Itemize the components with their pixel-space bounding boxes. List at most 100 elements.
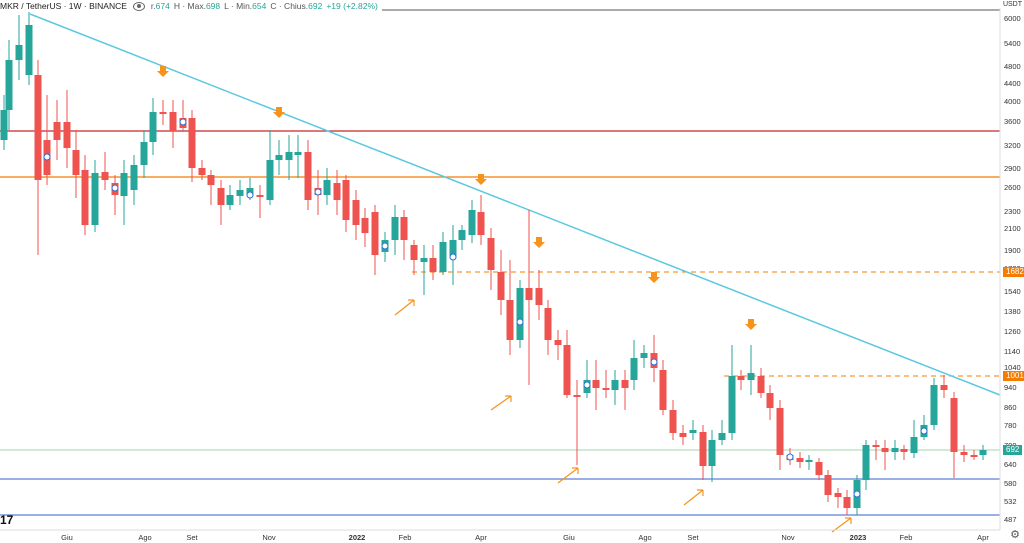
candle-body	[843, 497, 851, 508]
eye-icon[interactable]	[132, 1, 145, 11]
signal-dot	[583, 381, 591, 389]
candle-body	[53, 122, 61, 140]
up-arrow-head	[845, 517, 852, 524]
signal-dot	[920, 427, 928, 435]
candle-body	[757, 376, 765, 393]
candle-body	[188, 118, 196, 168]
candle-body	[640, 353, 648, 358]
candle-body	[34, 75, 42, 180]
dashed-level-label-bottom: 1001	[1003, 371, 1024, 381]
gear-icon[interactable]: ⚙	[1010, 529, 1020, 541]
down-arrow-marker	[533, 237, 545, 248]
price-tick-label: 780	[1004, 421, 1017, 430]
time-tick-label: Giu	[61, 533, 73, 542]
candle-body	[554, 340, 562, 345]
candle-body	[766, 393, 774, 408]
candle-body	[91, 173, 99, 225]
price-tick-label: 3200	[1004, 141, 1021, 150]
price-tick-label: 3600	[1004, 117, 1021, 126]
dashed-level-label-top: 1682	[1003, 267, 1024, 277]
change-value: +19 (+2.82%)	[326, 1, 378, 11]
candle-body	[737, 376, 745, 380]
time-tick-label: Ago	[138, 533, 151, 542]
candle-body	[834, 493, 842, 497]
candle-body	[342, 180, 350, 220]
signal-dot	[179, 118, 187, 126]
price-tick-label: 6000	[1004, 14, 1021, 23]
candle-body	[910, 437, 918, 453]
candle-body	[275, 155, 283, 160]
candle-body	[15, 45, 23, 60]
candle-body	[449, 240, 457, 258]
candle-body	[63, 122, 71, 148]
high-value: 698	[205, 1, 221, 11]
time-tick-label: Set	[687, 533, 699, 542]
candle-body	[458, 230, 466, 240]
price-tick-label: 532	[1004, 497, 1017, 506]
candle-body	[140, 142, 148, 165]
candle-body	[207, 175, 215, 185]
candle-body	[236, 190, 244, 196]
candle-body	[718, 433, 726, 440]
close-label: C · Chius.	[270, 1, 309, 11]
candle-body	[429, 258, 437, 272]
high-label: H · Max.	[173, 1, 206, 11]
up-arrow-marker	[683, 489, 704, 506]
candle-body	[776, 408, 784, 455]
price-tick-label: 5400	[1004, 39, 1021, 48]
candle-body	[592, 380, 600, 388]
candle-body	[815, 462, 823, 475]
candle-body	[525, 288, 533, 300]
tradingview-logo[interactable]: 17	[0, 513, 14, 527]
candle-body	[544, 308, 552, 340]
candle-body	[805, 460, 813, 462]
candle-body	[689, 430, 697, 433]
candle-body	[477, 212, 485, 235]
open-label: r.	[150, 1, 156, 11]
candle-body	[970, 455, 978, 457]
price-tick-label: 1900	[1004, 246, 1021, 255]
candle-body	[516, 288, 524, 340]
candle-body	[5, 60, 13, 110]
time-tick-label: 2023	[850, 533, 867, 542]
candle-body	[226, 195, 234, 205]
candle-body	[747, 373, 755, 380]
close-value: 692	[308, 1, 323, 11]
price-tick-label: 1540	[1004, 287, 1021, 296]
signal-dot	[853, 490, 861, 498]
descending-trendline	[29, 13, 1001, 396]
candle-body	[659, 370, 667, 410]
signal-dot	[516, 318, 524, 326]
candle-body	[881, 448, 889, 452]
price-tick-label: 580	[1004, 479, 1017, 488]
candle-body	[940, 385, 948, 390]
candle-body	[979, 450, 987, 455]
candle-body	[891, 448, 899, 452]
signal-dot	[111, 184, 119, 192]
candle-body	[506, 300, 514, 340]
time-tick-label: 2022	[349, 533, 366, 542]
candle-body	[371, 212, 379, 255]
signal-dot	[381, 242, 389, 250]
signal-dot	[43, 153, 51, 161]
candle-body	[285, 152, 293, 160]
candle-body	[960, 452, 968, 455]
candle-body	[198, 168, 206, 175]
up-arrow-head	[505, 395, 512, 402]
candle-body	[0, 110, 8, 140]
symbol-name[interactable]: MKR / TetherUS · 1W · BINANCE	[0, 1, 127, 11]
candle-body	[862, 445, 870, 480]
candle-body	[400, 217, 408, 240]
candle-body	[420, 258, 428, 262]
horizontal-levels	[0, 9, 1001, 516]
up-arrow-head	[697, 489, 704, 496]
candle-body	[72, 150, 80, 175]
candle-body	[130, 165, 138, 190]
symbol-header: MKR / TetherUS · 1W · BINANCE r. 674 H · …	[0, 0, 382, 12]
down-arrow-marker	[475, 174, 487, 185]
time-axis[interactable]: Giu Ago Set Nov 2022 Feb Apr Giu Ago Set Nov 2023 Fe…	[0, 529, 1000, 542]
open-value: 674	[155, 1, 170, 11]
candle-body	[669, 410, 677, 433]
signal-dot	[449, 253, 457, 261]
